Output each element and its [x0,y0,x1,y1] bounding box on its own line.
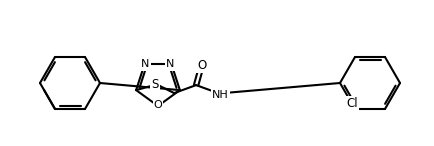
Text: S: S [151,78,159,91]
Text: N: N [141,59,150,69]
Text: N: N [166,59,175,69]
Text: NH: NH [212,90,228,100]
Text: O: O [154,100,162,110]
Text: O: O [197,59,207,72]
Text: Cl: Cl [346,98,358,111]
